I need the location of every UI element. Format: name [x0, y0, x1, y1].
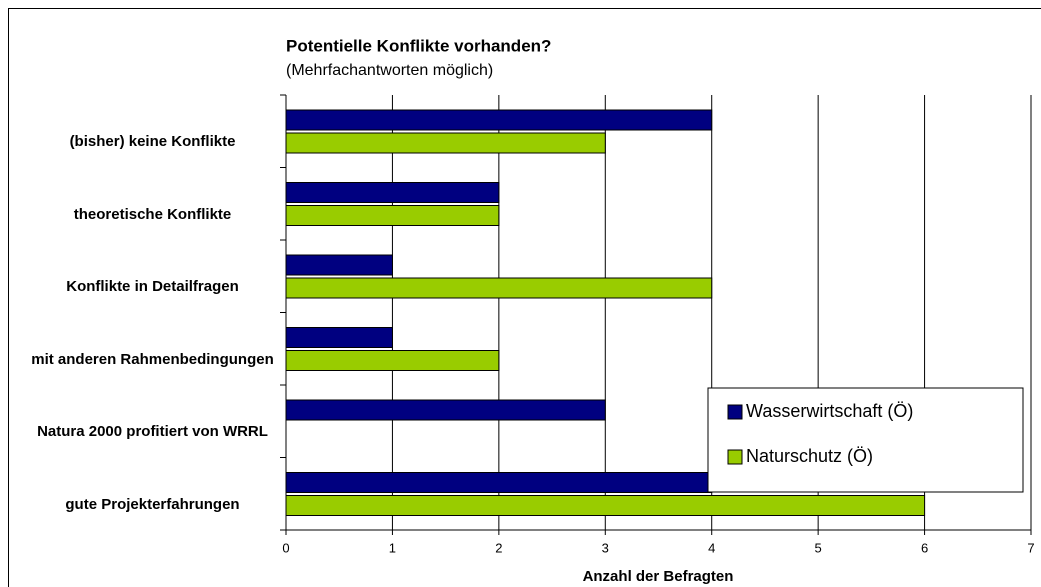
y-tick-label: mit anderen Rahmenbedingungen: [31, 350, 274, 368]
y-tick-label: gute Projekterfahrungen: [65, 495, 240, 513]
legend-box: [707, 387, 1024, 493]
y-tick-label: Natura 2000 profitiert von WRRL: [37, 423, 268, 441]
x-tick-label: 1: [389, 540, 396, 555]
legend-swatch: [727, 404, 743, 420]
bar: [285, 182, 500, 203]
legend-label: Naturschutz (Ö): [746, 446, 873, 466]
x-tick-label: 2: [495, 540, 502, 555]
x-tick-label: 7: [1027, 540, 1034, 555]
x-tick-label: 6: [921, 540, 928, 555]
x-axis-title: Anzahl der Befragten: [583, 568, 734, 585]
bar: [285, 350, 500, 371]
bar: [285, 132, 606, 154]
bar: [285, 495, 926, 516]
bar: [285, 254, 393, 276]
x-tick-label: 3: [602, 540, 609, 555]
bar: [285, 277, 713, 299]
bar: [285, 472, 713, 493]
y-tick-label: Konflikte in Detailfragen: [66, 278, 239, 296]
frame: [8, 8, 1041, 587]
bar: [285, 327, 393, 348]
x-tick-label: 5: [815, 540, 822, 555]
chart-title: Potentielle Konflikte vorhanden?: [286, 36, 551, 55]
x-tick-label: 4: [708, 540, 715, 555]
chart-subtitle: (Mehrfachantworten möglich): [286, 62, 493, 79]
bar: [285, 205, 500, 226]
bar: [285, 109, 713, 131]
legend-label: Wasserwirtschaft (Ö): [746, 401, 913, 421]
y-tick-label: (bisher) keine Konflikte: [69, 133, 236, 151]
y-tick-label: theoretische Konflikte: [73, 205, 232, 223]
bar: [285, 399, 606, 421]
x-tick-label: 0: [282, 540, 289, 555]
legend-swatch: [727, 449, 743, 465]
